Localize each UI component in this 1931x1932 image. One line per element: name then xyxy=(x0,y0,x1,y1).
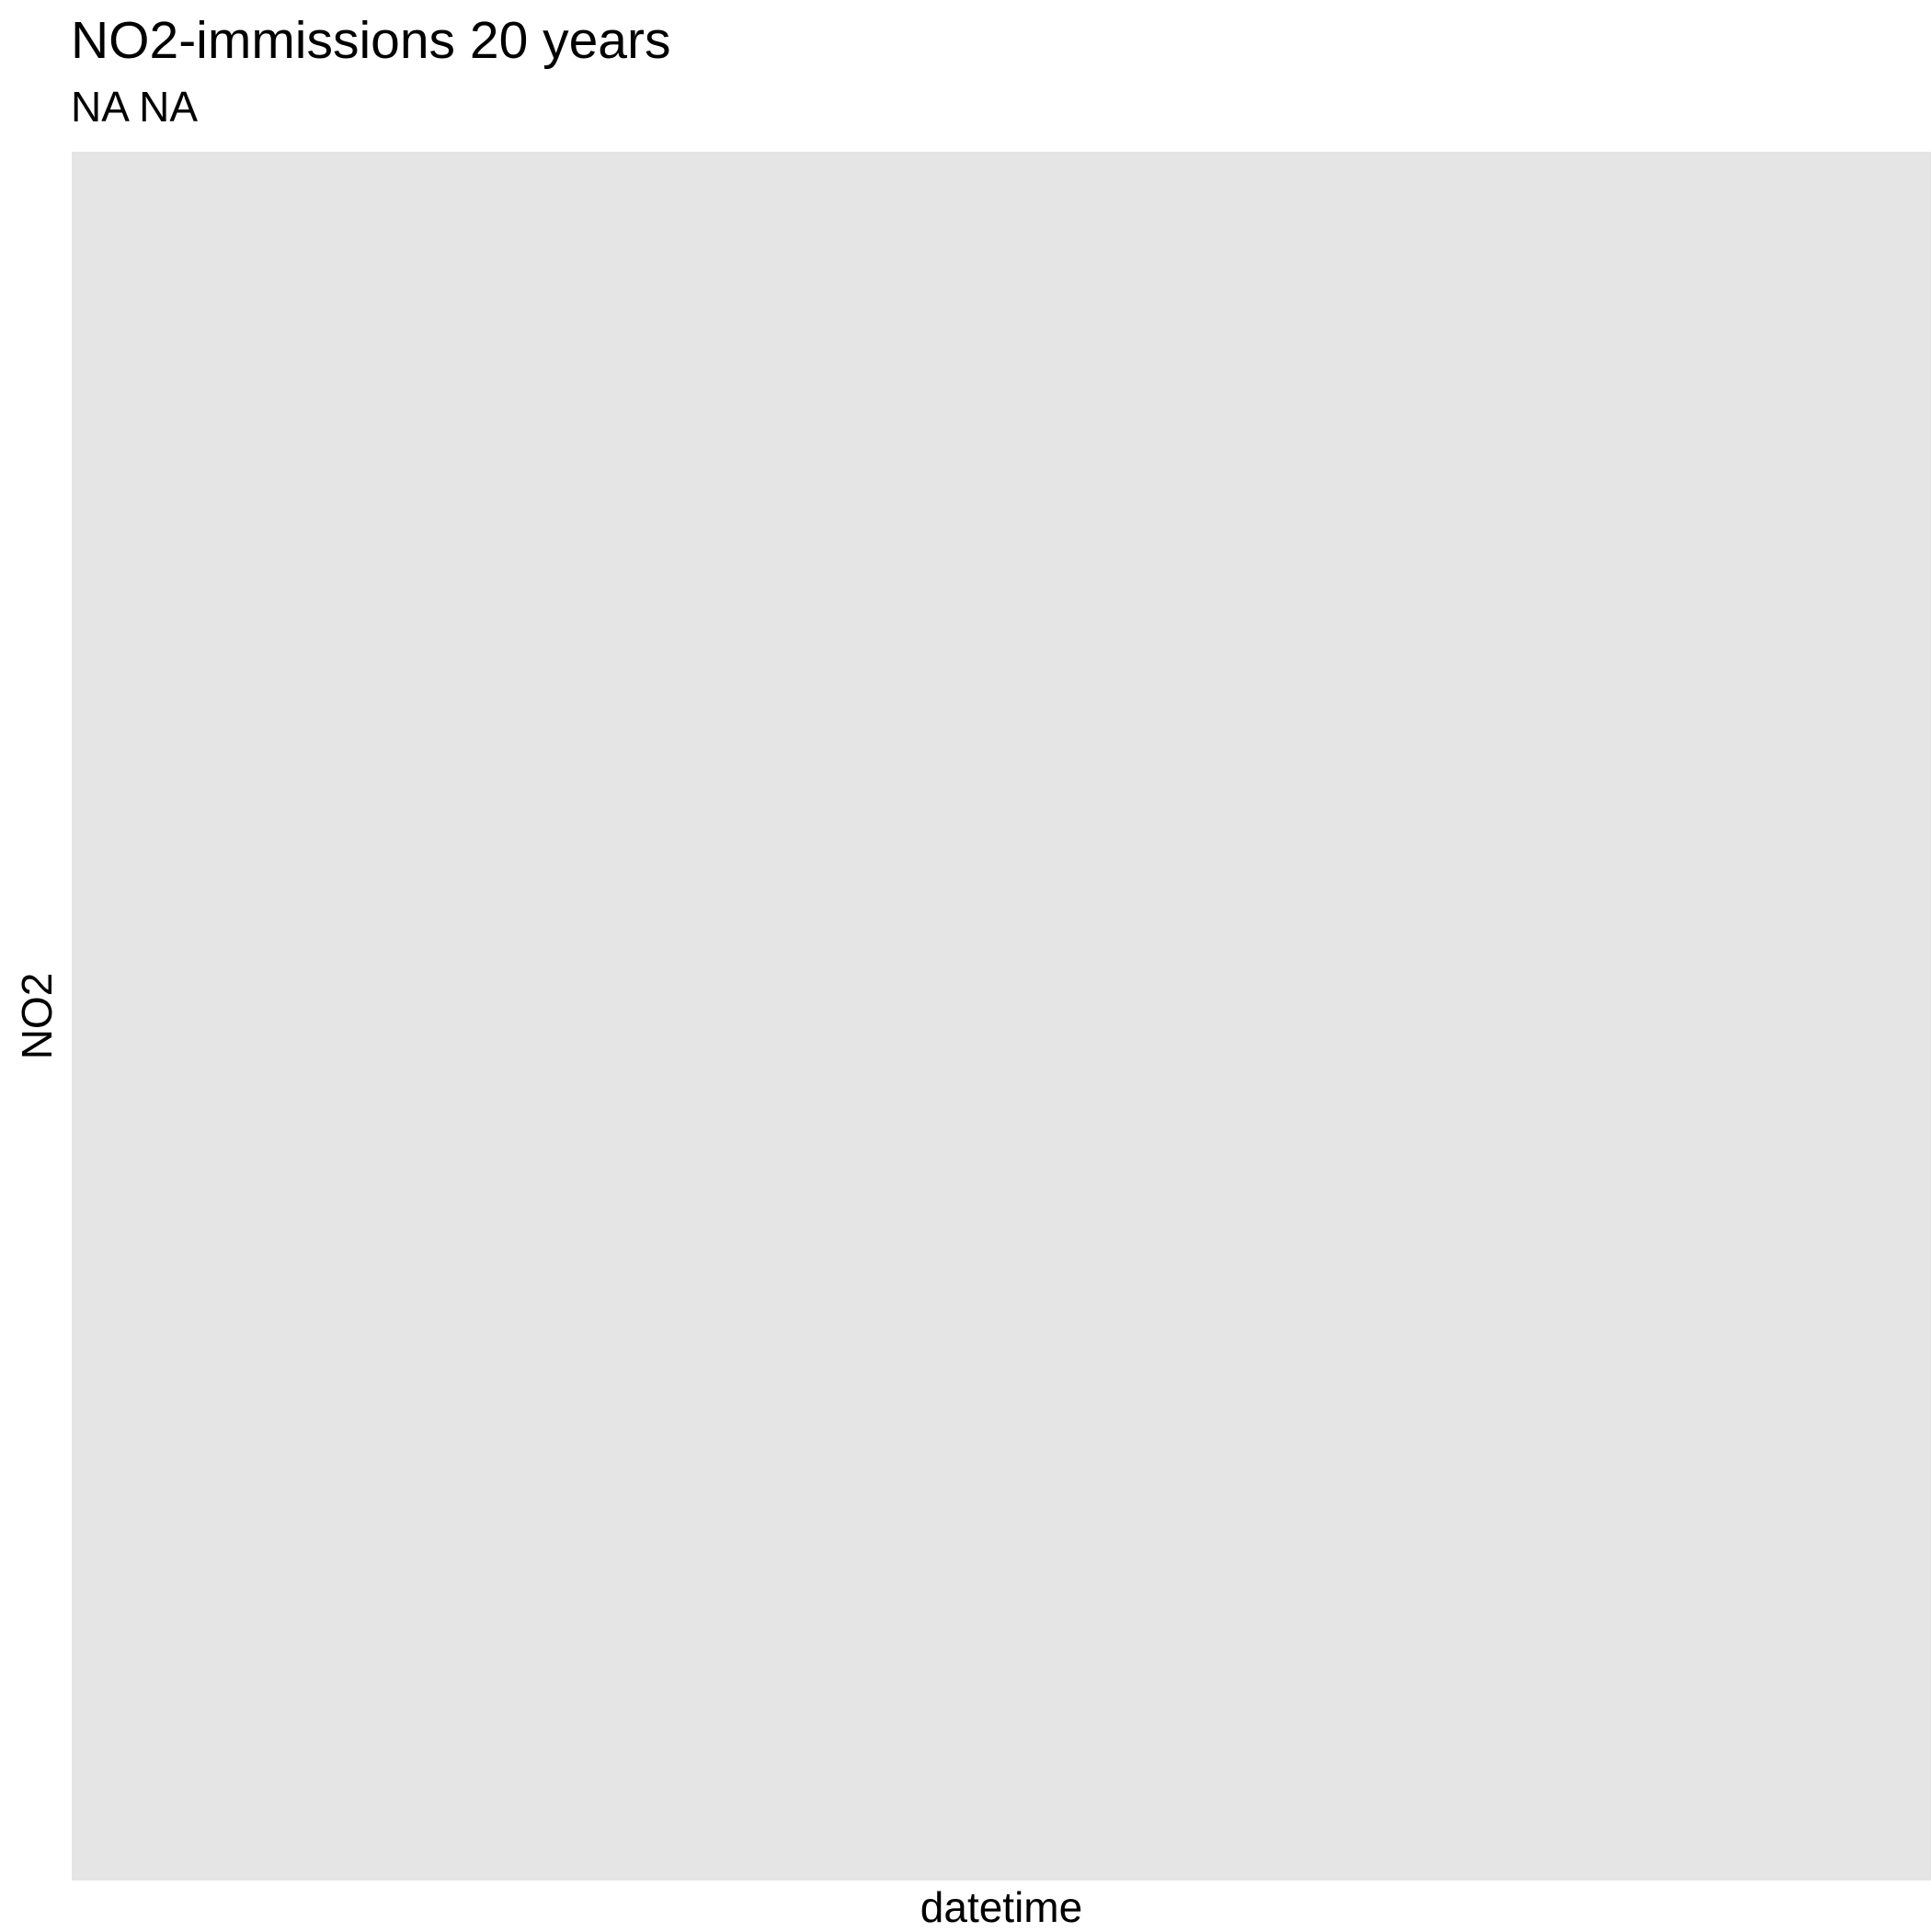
y-axis-label: NO2 xyxy=(13,972,61,1060)
plot-panel xyxy=(72,152,1931,1881)
chart-title: NO2-immissions 20 years xyxy=(71,11,671,70)
x-axis-label: datetime xyxy=(920,1883,1083,1931)
chart-subtitle: NA NA xyxy=(71,83,199,131)
